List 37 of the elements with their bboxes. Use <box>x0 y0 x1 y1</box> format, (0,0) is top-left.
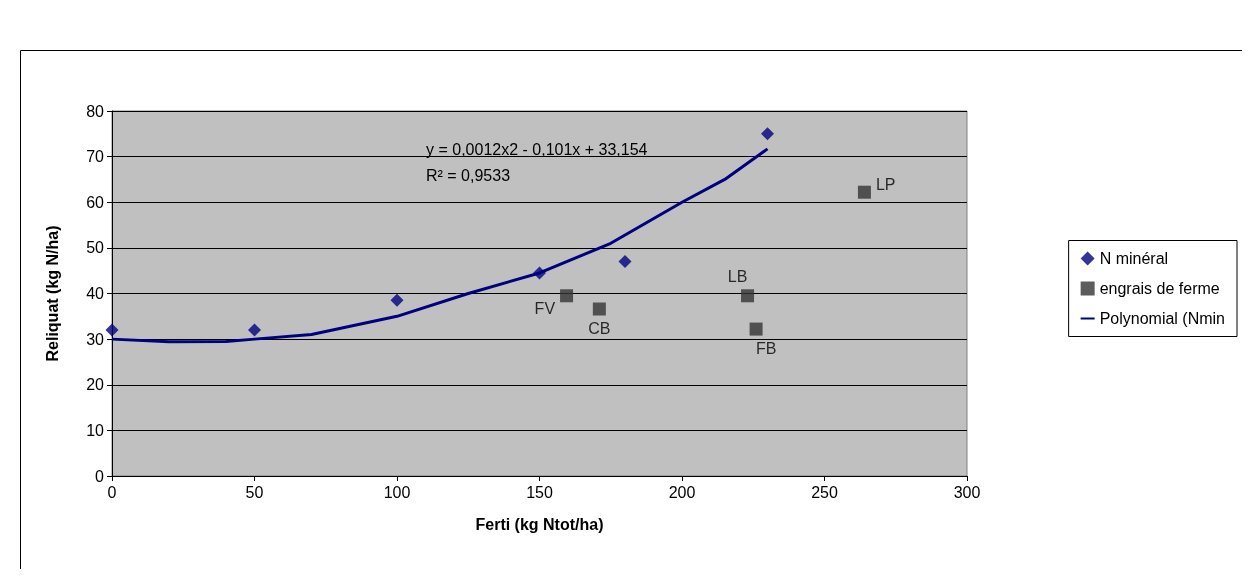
data-label: FV <box>534 300 556 318</box>
annotation: R² = 0,9533 <box>426 166 511 184</box>
y-tick-label: 10 <box>86 421 105 439</box>
point <box>560 289 574 303</box>
point <box>761 127 774 141</box>
point <box>857 185 871 199</box>
y-tick-label: 80 <box>86 102 105 120</box>
point <box>618 255 632 269</box>
point <box>105 323 119 337</box>
x-tick-label: 150 <box>526 483 553 501</box>
y-tick-label: 60 <box>86 193 105 211</box>
x-tick-label: 300 <box>953 483 981 501</box>
x-tick-label: 50 <box>245 483 264 501</box>
point <box>248 323 261 337</box>
legend-label: Polynomial (Nmin <box>1099 310 1226 327</box>
data-label: CB <box>588 320 611 338</box>
point <box>749 322 763 336</box>
data-label: LP <box>875 175 896 193</box>
point <box>390 293 404 307</box>
x-axis-title: Ferti (kg Ntot/ha) <box>475 515 604 533</box>
y-tick-label: 40 <box>86 285 105 302</box>
y-tick-label: 0 <box>95 467 105 485</box>
point <box>592 302 606 316</box>
y-axis-title: Reliquat (kg N/ha) <box>43 225 61 362</box>
x-tick-label: 200 <box>668 483 696 501</box>
y-tick-label: 50 <box>86 239 105 257</box>
x-tick-label: 100 <box>383 483 411 501</box>
legend-label: engrais de ferme <box>1099 280 1220 297</box>
y-tick-label: 30 <box>86 330 105 348</box>
point <box>741 289 755 303</box>
y-tick-label: 20 <box>86 376 105 394</box>
x-tick-label: 0 <box>107 483 117 501</box>
legend-label: N minéral <box>1099 250 1169 267</box>
data-label: LB <box>727 267 748 285</box>
data-label: FB <box>755 340 777 358</box>
y-tick-label: 70 <box>86 148 105 166</box>
x-tick-label: 250 <box>811 483 838 501</box>
